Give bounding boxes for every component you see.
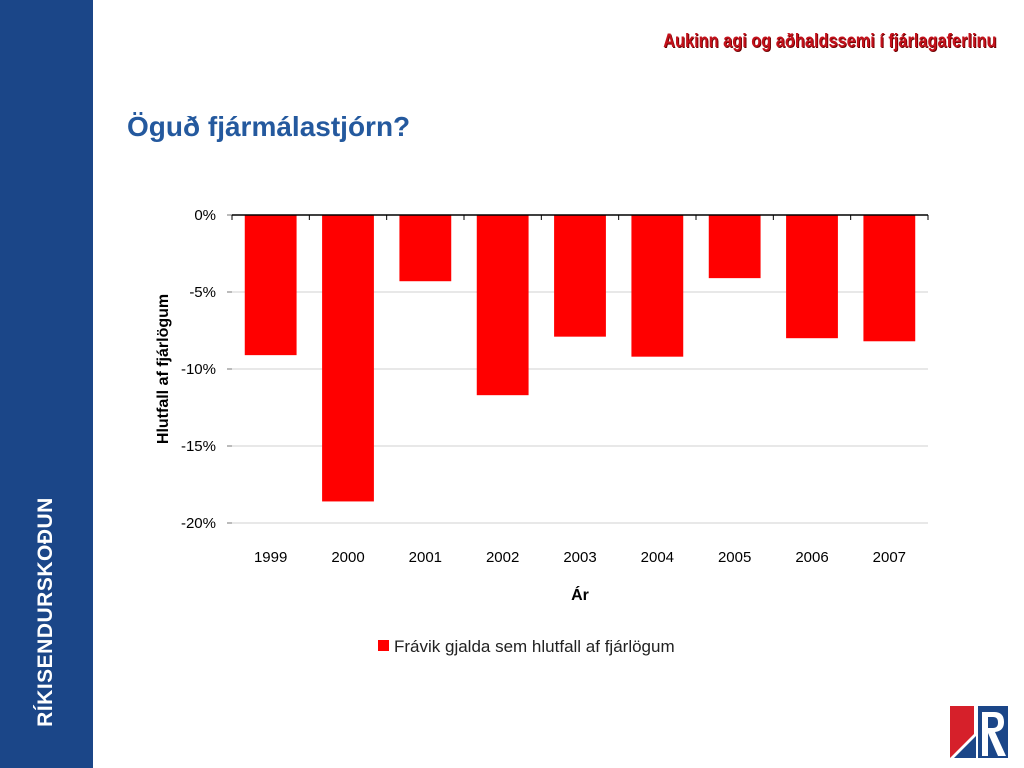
bar-2007 [863, 215, 916, 342]
x-tick-label: 2004 [641, 549, 674, 566]
y-tick-label: -5% [189, 284, 216, 301]
y-tick-label: -10% [181, 361, 216, 378]
chart-legend: Frávik gjalda sem hlutfall af fjárlögum [378, 637, 675, 656]
sidebar: RÍKISENDURSKOÐUN [0, 0, 93, 768]
x-tick-label: 2002 [486, 549, 519, 566]
x-tick-label: 2000 [331, 549, 364, 566]
bar-2000 [322, 215, 374, 502]
y-axis-title: Hlutfall af fjárlögum [155, 294, 172, 444]
bar-2006 [786, 215, 838, 339]
bar-2004 [631, 215, 684, 357]
bar-2002 [476, 215, 529, 396]
x-tick-label: 1999 [254, 549, 287, 566]
x-tick-label: 2001 [409, 549, 442, 566]
bar-2003 [554, 215, 606, 337]
x-axis-title: Ár [571, 585, 589, 604]
y-tick-label: 0% [194, 207, 216, 224]
rikisendurskodun-logo-icon [948, 704, 1010, 760]
bar-2005 [708, 215, 761, 279]
x-tick-label: 2007 [873, 549, 906, 566]
page-title: Öguð fjármálastjórn? [127, 111, 411, 142]
legend-swatch [378, 640, 389, 651]
x-tick-label: 2006 [795, 549, 828, 566]
x-tick-label: 2005 [718, 549, 751, 566]
header-tagline: Aukinn agi og aðhaldssemi í fjárlagaferl… [662, 31, 996, 52]
y-tick-label: -20% [181, 515, 216, 532]
legend-label: Frávik gjalda sem hlutfall af fjárlögum [394, 637, 675, 656]
x-tick-label: 2003 [563, 549, 596, 566]
x-axis-ticks: 1999 2000 2001 2002 2003 2004 2005 2006 2007 [231, 215, 929, 566]
chart-bars [244, 215, 916, 502]
y-axis-ticks: 0% -5% -10% -15% -20% [181, 207, 232, 532]
bar-2001 [399, 215, 452, 282]
bar-1999 [244, 215, 297, 356]
y-tick-label: -15% [181, 438, 216, 455]
